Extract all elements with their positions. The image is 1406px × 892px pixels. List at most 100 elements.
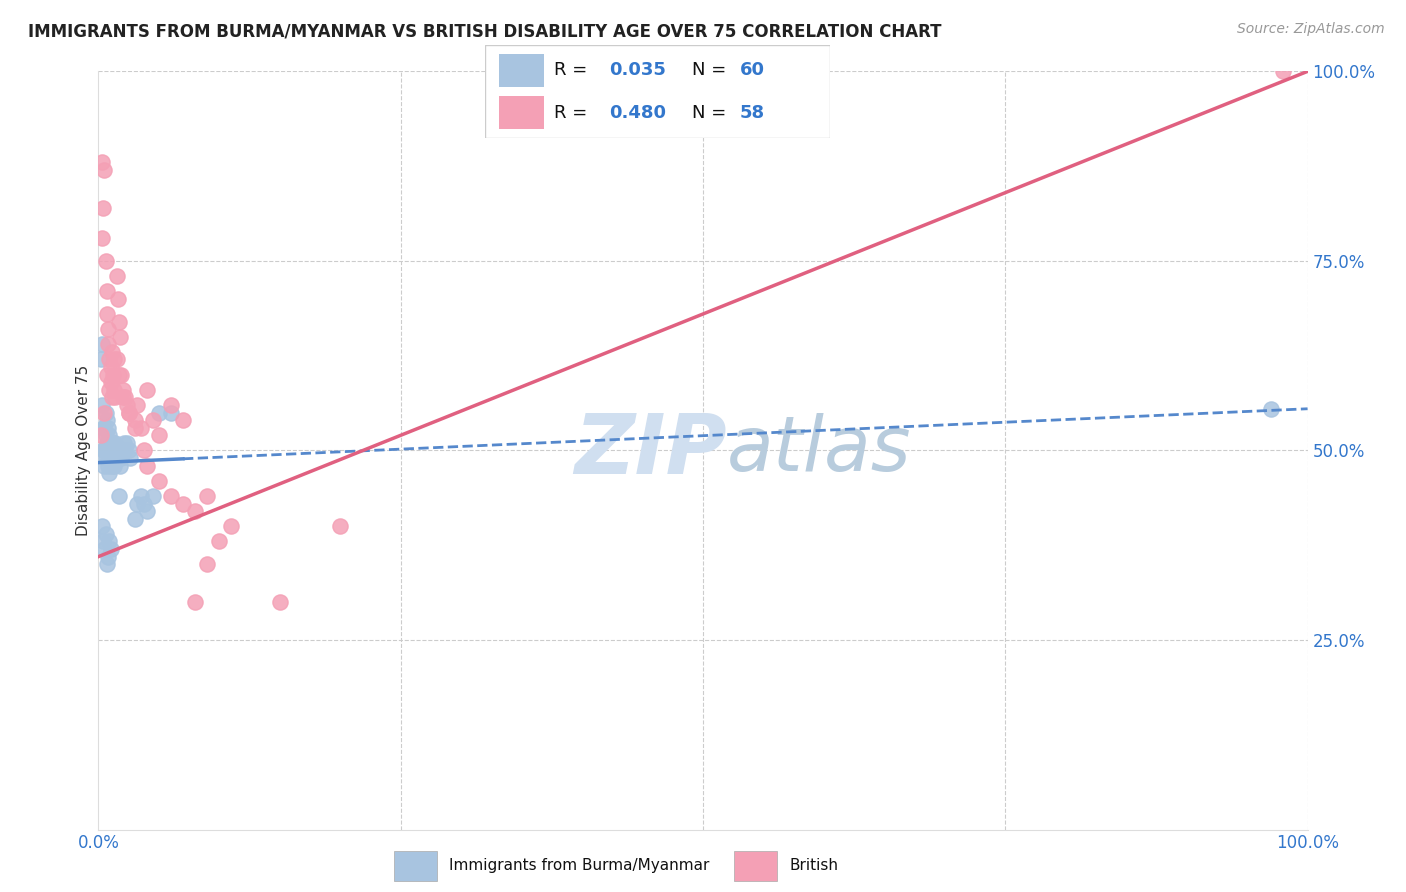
Point [91,443,114,458]
Point [94,253,117,268]
Point [172,496,194,510]
Point [103,383,125,397]
Point [118,451,141,466]
Point [93,458,115,473]
Text: ZIP: ZIP [575,410,727,491]
Point [96,307,118,321]
Point [100,542,122,557]
Point [107,451,129,466]
Point [184,595,207,609]
Point [134,443,156,458]
Point [96,557,118,572]
Point [135,383,157,397]
Point [97,421,120,435]
Text: IMMIGRANTS FROM BURMA/MYANMAR VS BRITISH DISABILITY AGE OVER 75 CORRELATION CHAR: IMMIGRANTS FROM BURMA/MYANMAR VS BRITISH… [28,22,942,40]
Point [148,405,170,420]
Point [114,391,136,405]
Point [93,163,115,178]
Point [100,458,122,473]
Point [110,451,132,466]
Point [112,436,135,450]
Point [97,322,120,336]
Point [118,405,141,420]
Text: N =: N = [692,103,731,121]
Point [108,368,131,382]
Point [96,436,118,450]
Point [184,504,207,518]
Text: British: British [790,858,838,872]
Point [103,352,125,367]
Point [160,398,183,412]
Point [118,405,141,420]
FancyBboxPatch shape [485,45,830,138]
Point [104,451,127,466]
Point [93,542,115,557]
Text: N =: N = [692,62,731,79]
Point [114,443,136,458]
Point [105,269,128,284]
Text: 0.035: 0.035 [609,62,666,79]
Point [118,443,141,458]
Point [98,428,121,442]
Point [108,489,131,503]
Point [96,413,118,427]
Point [91,519,114,533]
Point [91,398,114,412]
Point [160,405,183,420]
Point [269,595,291,609]
Point [111,391,134,405]
Text: Source: ZipAtlas.com: Source: ZipAtlas.com [1237,22,1385,37]
Point [124,413,146,427]
Point [103,458,125,473]
Y-axis label: Disability Age Over 75: Disability Age Over 75 [76,365,91,536]
Point [111,443,134,458]
FancyBboxPatch shape [499,54,544,87]
Point [1260,401,1282,416]
Point [129,421,152,435]
Point [100,344,122,359]
Point [195,489,218,503]
Point [98,443,121,458]
Point [96,443,118,458]
FancyBboxPatch shape [394,851,437,881]
Point [100,443,122,458]
Point [97,436,120,450]
Point [221,519,243,533]
Point [90,352,112,367]
Point [104,436,127,450]
Text: R =: R = [554,62,593,79]
Point [117,436,139,450]
Point [100,443,122,458]
Point [103,443,125,458]
Text: 0.480: 0.480 [609,103,666,121]
Point [160,489,183,503]
Point [97,549,120,564]
Text: R =: R = [554,103,593,121]
Point [117,398,139,412]
Point [100,436,122,450]
Point [127,398,149,412]
Point [93,405,115,420]
Point [127,496,149,510]
Point [98,534,121,549]
Point [329,519,352,533]
Point [148,474,170,488]
Point [101,451,124,466]
Point [94,526,117,541]
Point [124,421,146,435]
Point [100,451,122,466]
Text: Immigrants from Burma/Myanmar: Immigrants from Burma/Myanmar [450,858,710,872]
Point [98,383,121,397]
Point [101,436,124,450]
Point [93,421,115,435]
Text: 60: 60 [740,62,765,79]
Point [104,391,127,405]
Point [111,383,134,397]
Point [107,292,129,306]
Point [91,421,114,435]
Point [93,443,115,458]
Point [91,534,114,549]
Point [142,413,165,427]
Point [96,285,118,299]
Point [105,352,128,367]
